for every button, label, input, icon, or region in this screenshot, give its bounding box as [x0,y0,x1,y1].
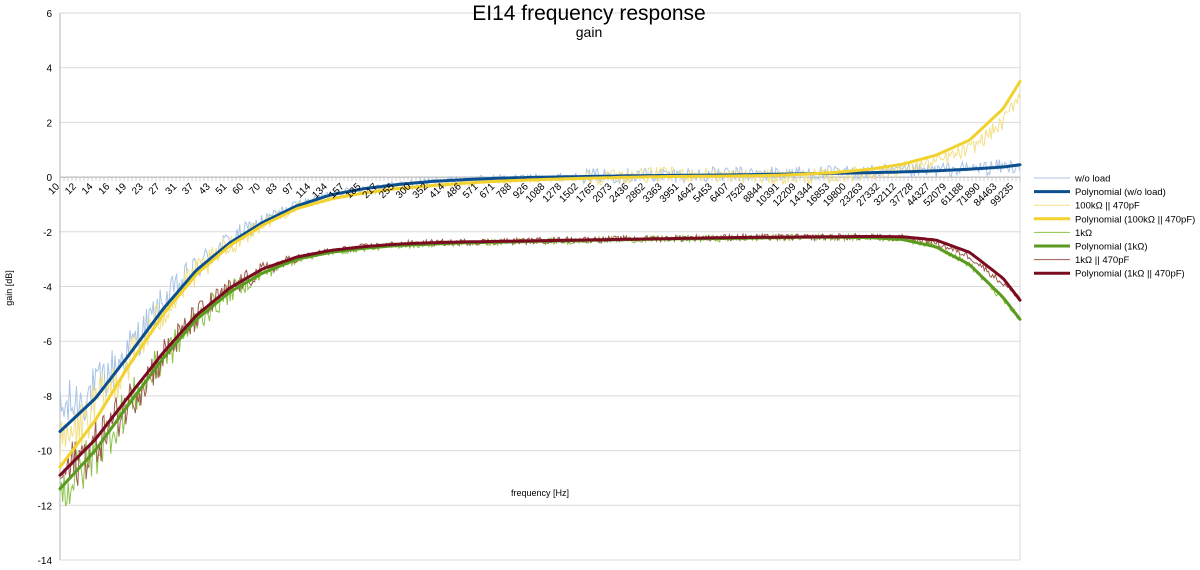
legend-entry: Polynomial (100kΩ || 470pF) [1075,214,1195,225]
legend: w/o load Polynomial (w/o load) 100kΩ || 47… [1034,174,1195,280]
y-tick-label: -6 [43,337,52,348]
series-line-trend [58,163,1022,433]
chart-subtitle: gain [576,24,602,40]
y-tick-label: -14 [38,556,53,567]
chart-title: EI14 frequency response [472,2,705,25]
legend-entry: 100kΩ || 470pF [1075,201,1140,212]
legend-entry: Polynomial (1kΩ) [1075,242,1148,253]
x-axis-label: frequency [Hz] [511,488,569,498]
legend-entry: 1kΩ [1075,228,1092,239]
legend-entry: w/o load [1074,174,1110,185]
y-tick-label: 6 [46,9,52,20]
legend-entry: 1kΩ || 470pF [1075,255,1129,266]
series-line-trend [58,235,1022,477]
legend-entry: Polynomial (w/o load) [1075,187,1166,198]
legend-entry: Polynomial (1kΩ || 470pF) [1075,269,1185,280]
y-axis-label: gain [dB] [4,270,14,306]
y-axis-ticks: -14 -12 -10 -8 -6 -4 -2 0 2 4 6 [38,9,53,567]
y-tick-label: -2 [43,228,52,239]
y-tick-label: 0 [46,173,52,184]
y-tick-label: -8 [43,392,52,403]
y-tick-label: 2 [46,118,52,129]
y-tick-label: -10 [38,447,53,458]
y-tick-label: -4 [43,283,52,294]
y-tick-label: -12 [38,501,53,512]
x-axis-ticks: 10 12 14 16 19 23 27 31 37 43 51 60 70 83 971141341571… [46,181,1016,209]
y-tick-label: 4 [46,64,52,75]
series-layer [58,79,1022,507]
series-line-trend [58,79,1022,469]
